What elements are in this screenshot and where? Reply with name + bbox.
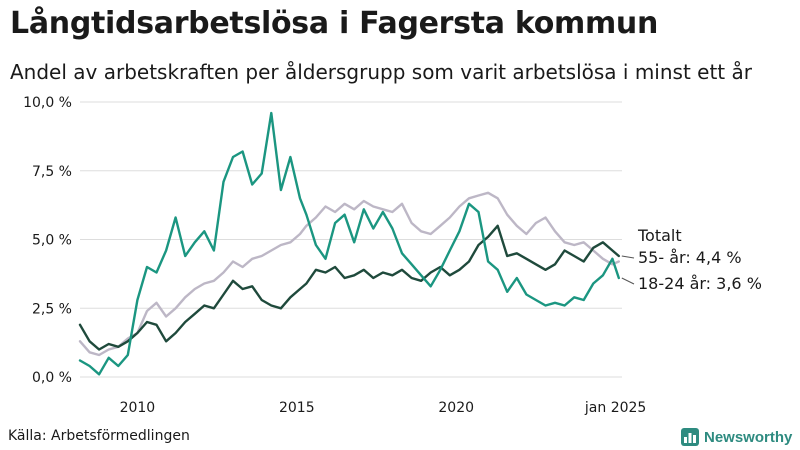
x-tick-label: 2015 — [279, 400, 315, 416]
x-tick-label: 2020 — [438, 400, 474, 416]
y-tick-label: 2,5 % — [32, 301, 72, 317]
series-labels: Totalt 55- år: 4,4 % 18-24 år: 3,6 % — [621, 226, 762, 293]
brand-name: Newsworthy — [704, 428, 793, 446]
label-connector — [621, 277, 635, 285]
series-lines — [78, 111, 620, 376]
x-axis-ticks: 2010 2015 2020 jan 2025 — [120, 400, 647, 416]
y-axis-ticks: 0,0 % 2,5 % 5,0 % 7,5 % 10,0 % — [23, 95, 72, 386]
series-label: 18-24 år: 3,6 % — [638, 274, 762, 293]
label-connector — [621, 255, 635, 259]
y-tick-label: 7,5 % — [32, 164, 72, 180]
brand-logo: Newsworthy — [681, 426, 792, 448]
chart-logo-icon — [681, 428, 699, 446]
series-label: Totalt — [637, 226, 682, 245]
y-tick-label: 0,0 % — [32, 370, 72, 386]
series-line-2 — [78, 111, 620, 376]
series-line-0 — [78, 191, 620, 357]
x-tick-label: 2010 — [120, 400, 156, 416]
chart-title: Långtidsarbetslösa i Fagersta kommun — [10, 6, 659, 41]
source-note: Källa: Arbetsförmedlingen — [8, 428, 190, 444]
x-tick-label: jan 2025 — [584, 400, 646, 416]
chart-subtitle: Andel av arbetskraften per åldersgrupp s… — [10, 60, 752, 84]
series-label: 55- år: 4,4 % — [638, 248, 742, 267]
grid — [80, 101, 622, 378]
series-line-1 — [78, 224, 620, 351]
y-tick-label: 10,0 % — [23, 95, 72, 111]
y-tick-label: 5,0 % — [32, 233, 72, 249]
